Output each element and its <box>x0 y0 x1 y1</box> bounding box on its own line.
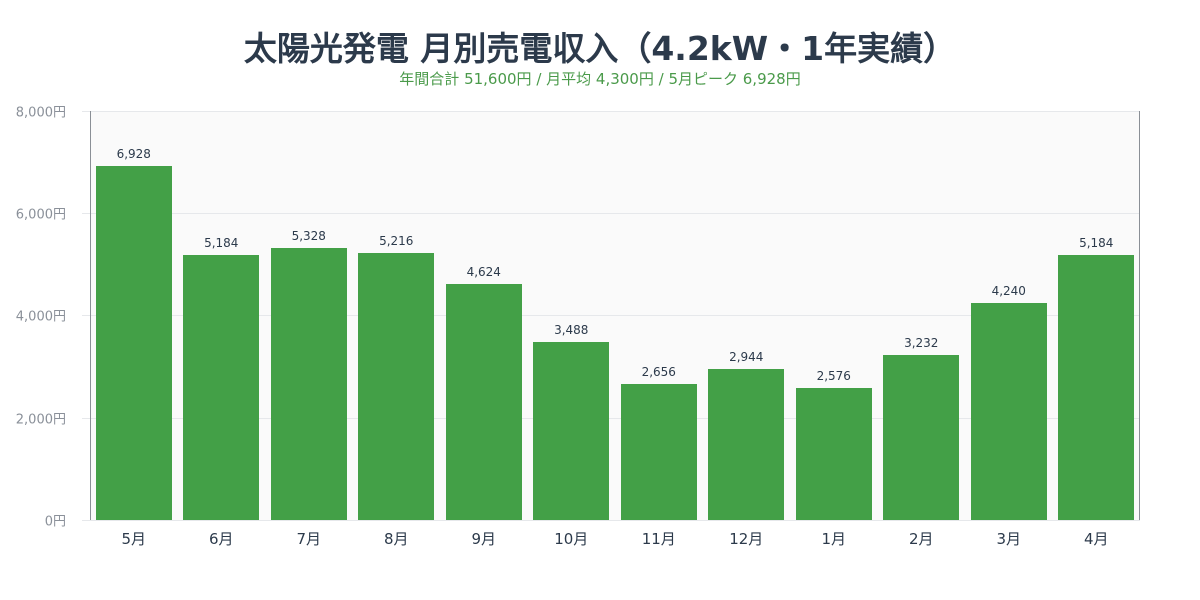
bar <box>533 341 610 520</box>
x-tick-label: 11月 <box>641 530 676 548</box>
x-tick-label: 2月 <box>908 530 934 548</box>
x-tick-label: 10月 <box>554 530 589 548</box>
bar-value-label: 4,240 <box>991 284 1026 299</box>
bar <box>445 283 522 520</box>
x-tick-label: 7月 <box>296 530 322 548</box>
y-tick-label: 4,000円 <box>15 309 66 325</box>
bar-value-label: 2,656 <box>641 365 676 380</box>
y-axis-line <box>90 111 91 520</box>
x-tick-label: 9月 <box>471 530 497 548</box>
gridline-6000 <box>82 213 1140 214</box>
bar-value-label: 4,624 <box>466 264 501 279</box>
bar <box>358 253 435 520</box>
bar-value-label: 5,184 <box>204 235 239 250</box>
x-tick-label: 5月 <box>121 530 147 548</box>
gridline-8000 <box>82 111 1140 112</box>
bar <box>795 388 872 520</box>
y-tick-label: 6,000円 <box>15 207 66 223</box>
gridline-0 <box>82 520 1140 521</box>
bar-value-label: 2,944 <box>729 350 764 365</box>
bar <box>883 354 960 520</box>
bar <box>708 369 785 520</box>
bar-value-label: 6,928 <box>116 146 151 161</box>
y-tick-label: 8,000円 <box>15 105 66 121</box>
bar <box>183 254 260 520</box>
bar-value-label: 2,576 <box>816 369 851 384</box>
bar-value-label: 5,216 <box>379 234 414 249</box>
bar <box>620 384 697 520</box>
gridline-2000 <box>82 418 1140 419</box>
chart-title: 太陽光発電 月別売電収入（4.2kW・1年実績） <box>243 29 957 68</box>
x-tick-label: 8月 <box>383 530 409 548</box>
bar-value-label: 5,184 <box>1079 235 1114 250</box>
y-tick-label: 0円 <box>44 514 66 530</box>
x-tick-label: 12月 <box>729 530 764 548</box>
x-tick-label: 4月 <box>1083 530 1109 548</box>
bar-value-label: 3,488 <box>554 322 589 337</box>
x-tick-label: 6月 <box>208 530 234 548</box>
y-tick-label: 2,000円 <box>15 412 66 428</box>
bar <box>970 303 1047 520</box>
x-tick-label: 3月 <box>996 530 1022 548</box>
bar-value-label: 5,328 <box>291 228 326 243</box>
bar-value-label: 3,232 <box>904 335 939 350</box>
gridline-4000 <box>82 315 1140 316</box>
x-tick-label: 1月 <box>821 530 847 548</box>
bar <box>270 247 347 520</box>
bar <box>95 165 172 520</box>
bar <box>1058 254 1135 520</box>
chart-subtitle: 年間合計 51,600円 / 月平均 4,300円 / 5月ピーク 6,928円 <box>399 70 801 88</box>
right-border-line <box>1139 111 1140 520</box>
